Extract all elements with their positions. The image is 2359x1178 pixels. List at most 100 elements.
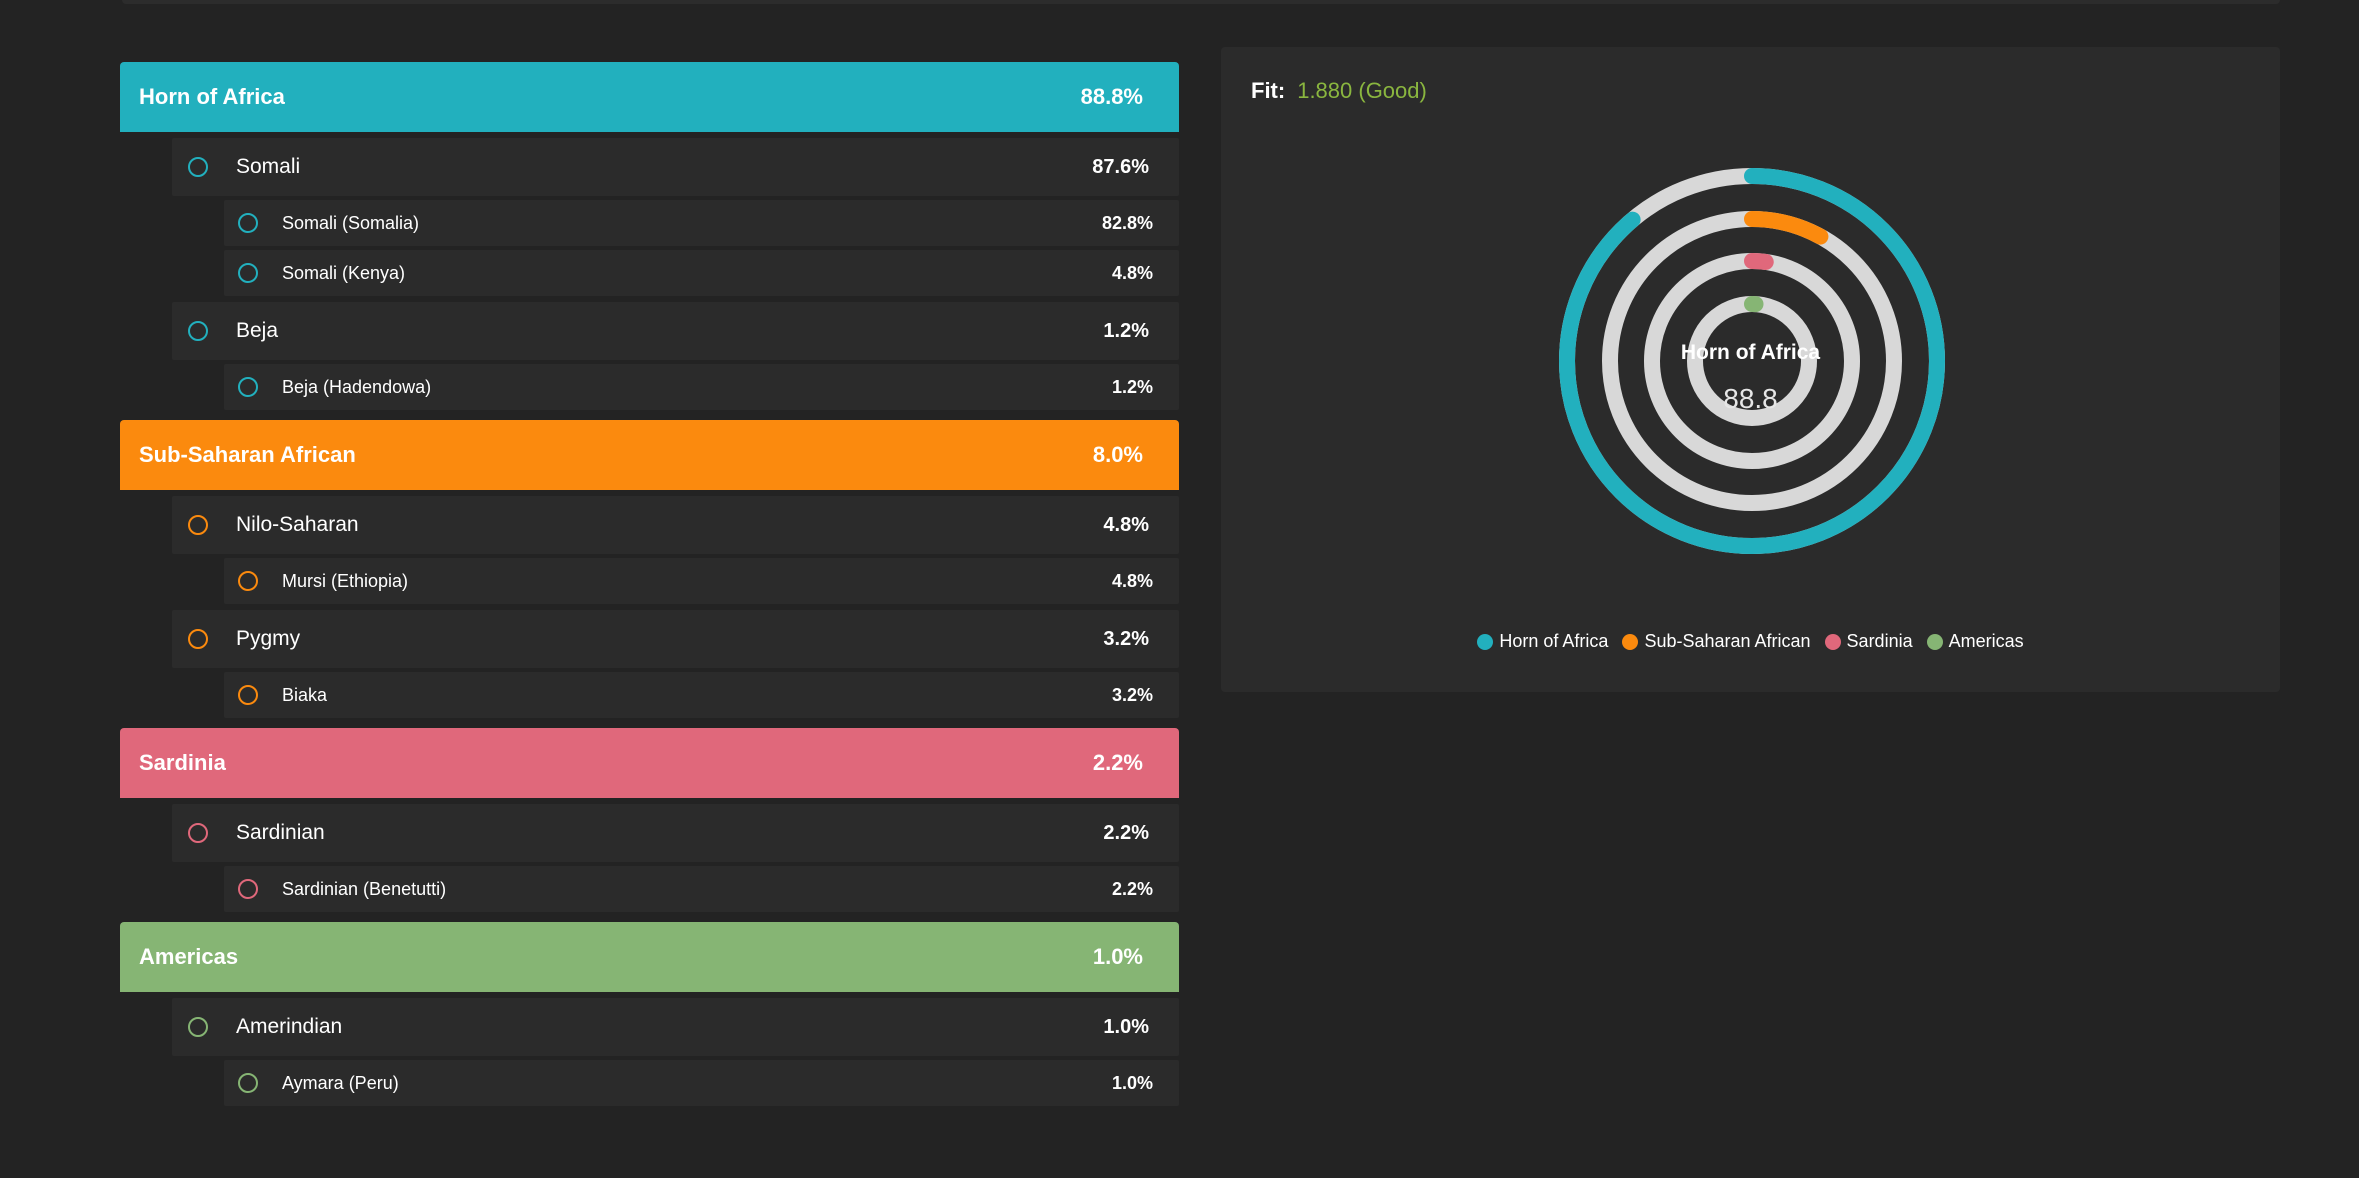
leaf-item[interactable]: Beja (Hadendowa) 1.2% xyxy=(224,364,1179,410)
fit-row: Fit: 1.880 (Good) xyxy=(1251,78,1427,104)
sub-item-percentage: 2.2% xyxy=(1103,821,1149,844)
chart-center-value: 88.8 xyxy=(1723,383,1778,414)
sub-item-label: Beja xyxy=(236,319,279,342)
legend-label: Sub-Saharan African xyxy=(1644,631,1811,651)
circle-icon xyxy=(188,515,208,535)
circle-icon xyxy=(238,1073,258,1093)
circle-icon xyxy=(188,321,208,341)
group-label: Horn of Africa xyxy=(139,84,285,109)
legend-dot-icon xyxy=(1622,633,1639,650)
fit-label: Fit: xyxy=(1251,78,1286,103)
sub-item-label-wrap: Amerindian xyxy=(188,1015,342,1039)
circle-icon xyxy=(188,157,208,177)
legend-label: Americas xyxy=(1948,631,2024,651)
sub-item-percentage: 87.6% xyxy=(1092,155,1149,178)
circle-icon xyxy=(238,879,258,899)
ring-bar-sardinia[interactable] xyxy=(1644,253,1860,469)
group-header[interactable]: Americas 1.0% xyxy=(120,922,1179,992)
sub-item[interactable]: Sardinian 2.2% xyxy=(172,804,1179,862)
leaf-item-label-wrap: Somali (Somalia) xyxy=(238,213,419,234)
leaf-item-label: Beja (Hadendowa) xyxy=(282,376,432,397)
sub-item-label-wrap: Nilo-Saharan xyxy=(188,513,359,537)
leaf-item-label-wrap: Aymara (Peru) xyxy=(238,1073,399,1094)
chart-panel: Fit: 1.880 (Good) Horn of Africa 88.8 Ho… xyxy=(1221,47,2280,692)
leaf-item-label-wrap: Mursi (Ethiopia) xyxy=(238,571,408,592)
top-bar xyxy=(122,0,2280,4)
leaf-item[interactable]: Aymara (Peru) 1.0% xyxy=(224,1060,1179,1106)
group-header[interactable]: Horn of Africa 88.8% xyxy=(120,62,1179,132)
legend-dot-icon xyxy=(1926,633,1943,650)
chart-center-title: Horn of Africa xyxy=(1680,341,1821,364)
group-label: Sub-Saharan African xyxy=(139,442,356,467)
leaf-item-percentage: 4.8% xyxy=(1111,570,1153,591)
sub-item-label-wrap: Pygmy xyxy=(188,627,300,651)
circle-icon xyxy=(188,823,208,843)
legend-item[interactable]: Horn of Africa xyxy=(1477,631,1608,652)
sub-item[interactable]: Beja 1.2% xyxy=(172,302,1179,360)
sub-item-percentage: 4.8% xyxy=(1103,513,1149,536)
sub-item-percentage: 3.2% xyxy=(1103,627,1149,650)
group-1: Sub-Saharan African 8.0% Nilo-Saharan 4.8% M… xyxy=(120,420,1179,718)
group-percentage: 1.0% xyxy=(1092,944,1143,969)
group-label: Americas xyxy=(139,944,239,969)
leaf-item-label-wrap: Biaka xyxy=(238,685,327,706)
leaf-item-percentage: 2.2% xyxy=(1111,878,1153,899)
legend-item[interactable]: Americas xyxy=(1926,631,2024,652)
leaf-item[interactable]: Somali (Somalia) 82.8% xyxy=(224,200,1179,246)
circle-icon xyxy=(238,377,258,397)
radial-chart xyxy=(1559,168,1945,554)
ring-bar-horn-of-africa[interactable] xyxy=(1559,168,1945,554)
leaf-item-label: Mursi (Ethiopia) xyxy=(282,570,409,591)
sub-item-label-wrap: Sardinian xyxy=(188,821,325,845)
circle-icon xyxy=(238,571,258,591)
leaf-item[interactable]: Somali (Kenya) 4.8% xyxy=(224,250,1179,296)
legend-dot-icon xyxy=(1477,633,1494,650)
group-percentage: 88.8% xyxy=(1080,84,1143,109)
leaf-item-percentage: 3.2% xyxy=(1111,684,1153,705)
group-header[interactable]: Sardinia 2.2% xyxy=(120,728,1179,798)
legend-dot-icon xyxy=(1824,633,1841,650)
sub-item-label: Pygmy xyxy=(236,627,301,650)
legend-item[interactable]: Sardinia xyxy=(1824,631,1913,652)
circle-icon xyxy=(188,1017,208,1037)
leaf-item-label: Biaka xyxy=(282,684,328,705)
sub-item[interactable]: Nilo-Saharan 4.8% xyxy=(172,496,1179,554)
ring-bar-sub-saharan-african[interactable] xyxy=(1602,211,1902,511)
circle-icon xyxy=(238,263,258,283)
leaf-item[interactable]: Sardinian (Benetutti) 2.2% xyxy=(224,866,1179,912)
circle-icon xyxy=(238,213,258,233)
sub-item-percentage: 1.2% xyxy=(1103,319,1149,342)
group-header[interactable]: Sub-Saharan African 8.0% xyxy=(120,420,1179,490)
sub-item-label-wrap: Beja xyxy=(188,319,278,343)
circle-icon xyxy=(238,685,258,705)
group-gap xyxy=(120,718,1179,728)
legend-label: Horn of Africa xyxy=(1499,631,1609,651)
group-percentage: 8.0% xyxy=(1092,442,1143,467)
group-percentage: 2.2% xyxy=(1092,750,1143,775)
leaf-item-label-wrap: Beja (Hadendowa) xyxy=(238,377,431,398)
sub-item-label: Sardinian xyxy=(236,821,325,844)
sub-item-label: Amerindian xyxy=(236,1015,343,1038)
legend-label: Sardinia xyxy=(1846,631,1913,651)
leaf-item-percentage: 1.0% xyxy=(1111,1072,1153,1093)
group-0: Horn of Africa 88.8% Somali 87.6% Somali (So… xyxy=(120,62,1179,410)
leaf-item[interactable]: Biaka 3.2% xyxy=(224,672,1179,718)
leaf-item-label-wrap: Sardinian (Benetutti) xyxy=(238,879,446,900)
legend-item[interactable]: Sub-Saharan African xyxy=(1622,631,1811,652)
leaf-item-percentage: 1.2% xyxy=(1111,376,1153,397)
leaf-item-label: Aymara (Peru) xyxy=(282,1072,399,1093)
sub-item[interactable]: Pygmy 3.2% xyxy=(172,610,1179,668)
ring-bar-americas[interactable] xyxy=(1687,296,1817,426)
leaf-item-percentage: 4.8% xyxy=(1111,262,1153,283)
group-gap xyxy=(120,912,1179,922)
sub-item-label: Nilo-Saharan xyxy=(236,513,359,536)
sub-item[interactable]: Somali 87.6% xyxy=(172,138,1179,196)
sub-item-percentage: 1.0% xyxy=(1103,1015,1149,1038)
sub-item[interactable]: Amerindian 1.0% xyxy=(172,998,1179,1056)
leaf-item-label: Somali (Somalia) xyxy=(282,212,420,233)
fit-value: 1.880 (Good) xyxy=(1297,78,1427,103)
group-gap xyxy=(120,410,1179,420)
circle-icon xyxy=(188,629,208,649)
leaf-item-label: Somali (Kenya) xyxy=(282,262,406,283)
leaf-item[interactable]: Mursi (Ethiopia) 4.8% xyxy=(224,558,1179,604)
